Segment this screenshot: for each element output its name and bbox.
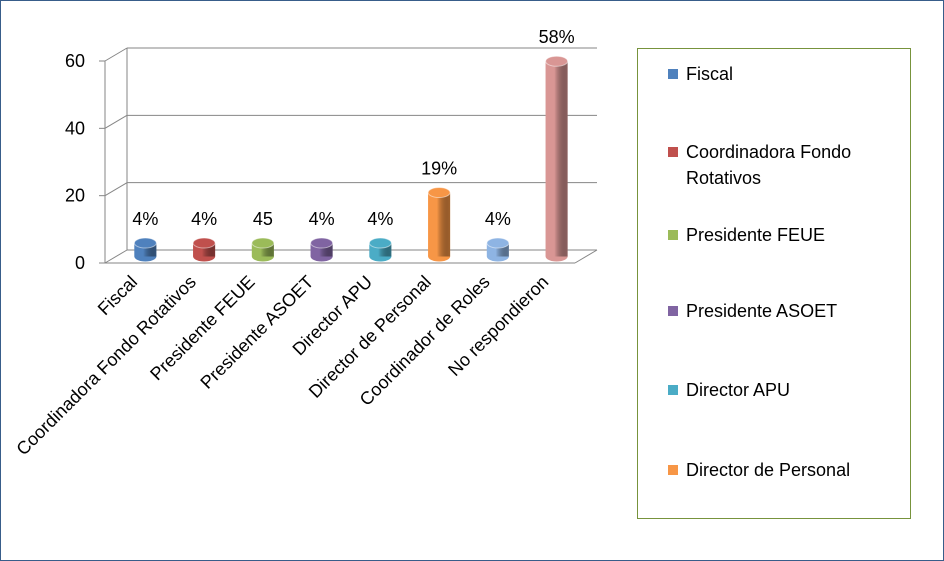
legend-label: Director de Personal (686, 460, 851, 480)
legend-item: Director APU (668, 377, 916, 403)
bar (427, 187, 451, 262)
data-label: 19% (421, 159, 457, 179)
legend-item: Presidente ASOET (668, 298, 916, 324)
legend-label: Coordinadora Fondo Rotativos (686, 142, 852, 188)
y-tick-label: 60 (65, 51, 85, 71)
grid-line (104, 114, 128, 129)
legend-swatch (668, 385, 678, 395)
legend-label: Presidente ASOET (686, 301, 838, 321)
legend-swatch (668, 465, 678, 475)
bar (133, 237, 157, 262)
x-tick-label: No respondieron (444, 272, 552, 380)
data-label: 4% (485, 209, 511, 229)
bar-body (428, 192, 451, 257)
bar-top (545, 55, 569, 67)
legend-item: Director de Personal (668, 457, 916, 483)
data-label: 4% (132, 209, 158, 229)
legend-swatch (668, 147, 678, 157)
legend-label: Fiscal (686, 64, 734, 84)
data-label: 4% (191, 209, 217, 229)
bar-top (368, 237, 392, 249)
bar (310, 237, 334, 262)
data-label: 58% (539, 27, 575, 47)
bar-top (133, 237, 157, 249)
x-tick-label: Presidente ASOET (196, 272, 317, 393)
bar-top (427, 187, 451, 199)
grid-line (104, 182, 128, 197)
legend-item: Coordinadora Fondo Rotativos (668, 139, 916, 191)
bar (368, 237, 392, 262)
bar-top (251, 237, 275, 249)
bar (545, 55, 569, 262)
bar-top (192, 237, 216, 249)
bar (192, 237, 216, 262)
grid-line (104, 249, 128, 264)
y-tick-label: 0 (75, 253, 85, 273)
legend-label: Director APU (686, 380, 791, 400)
y-tick-label: 20 (65, 186, 85, 206)
legend-item: Presidente FEUE (668, 222, 916, 248)
legend-swatch (668, 69, 678, 79)
y-tick-label: 40 (65, 118, 85, 138)
legend: Fiscal Coordinadora Fondo Rotativos Presid… (637, 48, 911, 519)
bar (251, 237, 275, 262)
bar-top (310, 237, 334, 249)
bar-top (486, 237, 510, 249)
legend-swatch (668, 306, 678, 316)
data-label: 45 (253, 209, 273, 229)
bar-body (545, 61, 568, 257)
grid-line (104, 47, 128, 62)
x-tick-label: Fiscal (94, 272, 141, 319)
legend-label: Presidente FEUE (686, 225, 826, 245)
bar (486, 237, 510, 262)
data-label: 4% (309, 209, 335, 229)
legend-swatch (668, 230, 678, 240)
axis-line (574, 249, 598, 264)
legend-item: Fiscal (668, 61, 916, 87)
x-tick-label: Presidente FEUE (146, 272, 258, 384)
data-label: 4% (367, 209, 393, 229)
